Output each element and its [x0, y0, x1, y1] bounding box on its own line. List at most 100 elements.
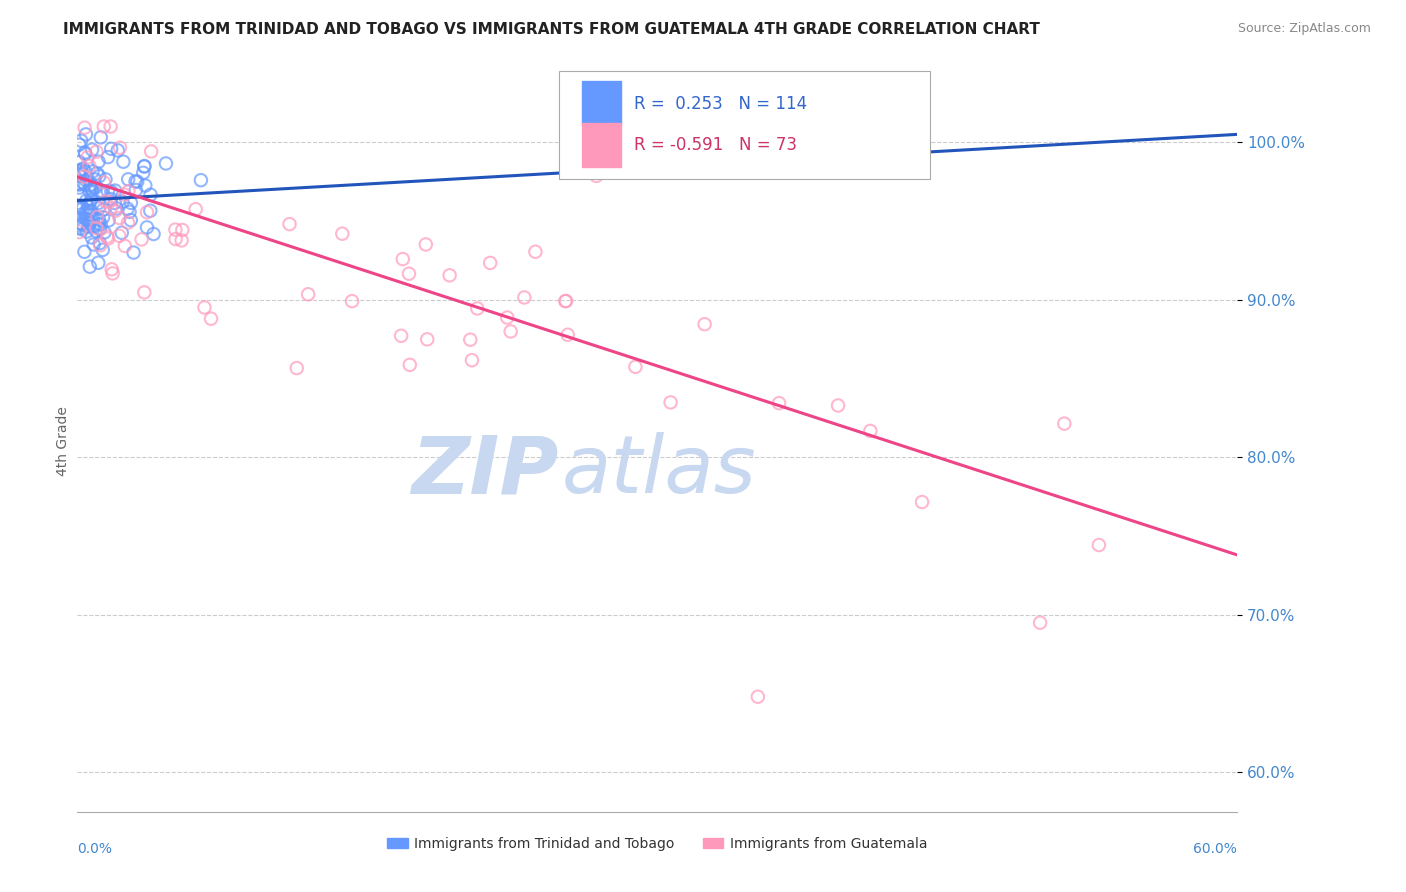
Point	[768, 396, 790, 410]
Point	[67, 216, 90, 230]
Point	[134, 160, 156, 174]
Point	[439, 268, 461, 283]
Point	[200, 311, 222, 326]
Point	[79, 207, 101, 221]
Point	[77, 204, 100, 219]
Point	[90, 130, 112, 145]
Point	[136, 205, 159, 219]
Point	[624, 359, 647, 374]
Point	[67, 199, 90, 213]
Point	[124, 174, 146, 188]
Point	[75, 212, 97, 227]
Point	[107, 144, 129, 158]
Point	[190, 173, 212, 187]
Point	[97, 213, 120, 227]
Point	[72, 202, 94, 216]
Point	[120, 195, 142, 210]
Point	[80, 230, 103, 244]
Y-axis label: 4th Grade: 4th Grade	[56, 407, 70, 476]
Point	[125, 183, 148, 197]
Point	[118, 204, 141, 219]
Point	[172, 223, 194, 237]
Point	[69, 208, 91, 222]
Point	[524, 244, 547, 259]
Point	[155, 156, 177, 170]
Point	[585, 169, 607, 183]
Point	[100, 201, 122, 215]
Point	[70, 199, 93, 213]
Point	[79, 216, 101, 230]
Point	[67, 137, 90, 152]
Point	[70, 134, 93, 148]
Point	[87, 154, 110, 169]
Point	[112, 154, 135, 169]
Point	[139, 145, 162, 159]
Point	[127, 175, 149, 189]
Point	[70, 187, 93, 202]
Point	[86, 145, 108, 159]
Point	[75, 174, 97, 188]
Point	[465, 301, 488, 316]
Point	[77, 200, 100, 214]
Point	[139, 203, 162, 218]
Point	[93, 226, 115, 240]
Point	[97, 184, 120, 198]
Point	[86, 210, 108, 224]
Point	[84, 181, 107, 195]
Text: atlas: atlas	[562, 432, 756, 510]
FancyBboxPatch shape	[582, 81, 621, 125]
Point	[90, 218, 112, 232]
Point	[100, 185, 122, 199]
Point	[111, 226, 134, 240]
Point	[136, 220, 159, 235]
Point	[108, 141, 131, 155]
Point	[67, 169, 90, 183]
Point	[827, 399, 849, 413]
Point	[93, 120, 115, 134]
Point	[75, 164, 97, 178]
Point	[117, 216, 139, 230]
Point	[79, 196, 101, 211]
Point	[87, 201, 110, 215]
Point	[80, 178, 103, 192]
Point	[67, 164, 90, 178]
Point	[77, 159, 100, 173]
Point	[122, 245, 145, 260]
Point	[75, 128, 97, 142]
Point	[67, 201, 90, 215]
Point	[131, 232, 153, 246]
Point	[555, 293, 578, 308]
Point	[75, 146, 97, 161]
Point	[67, 219, 90, 233]
Point	[69, 217, 91, 231]
Point	[83, 179, 105, 194]
Point	[89, 221, 111, 235]
Point	[72, 175, 94, 189]
Point	[117, 202, 139, 216]
Point	[89, 236, 111, 251]
Point	[84, 221, 107, 235]
Point	[67, 164, 90, 178]
Point	[117, 184, 139, 198]
Point	[114, 239, 136, 253]
Point	[91, 210, 114, 224]
Point	[91, 243, 114, 257]
Point	[513, 290, 536, 304]
Point	[398, 267, 420, 281]
Point	[82, 211, 104, 226]
Point	[104, 196, 127, 211]
Point	[75, 206, 97, 220]
Point	[101, 266, 124, 280]
Point	[111, 194, 134, 209]
Point	[184, 202, 207, 217]
Point	[67, 221, 90, 235]
Point	[91, 202, 114, 217]
Point	[86, 166, 108, 180]
Point	[104, 203, 127, 218]
Point	[340, 294, 363, 309]
Point	[79, 185, 101, 199]
Point	[75, 194, 97, 208]
Point	[76, 150, 98, 164]
Point	[83, 172, 105, 186]
Text: 0.0%: 0.0%	[77, 842, 112, 856]
